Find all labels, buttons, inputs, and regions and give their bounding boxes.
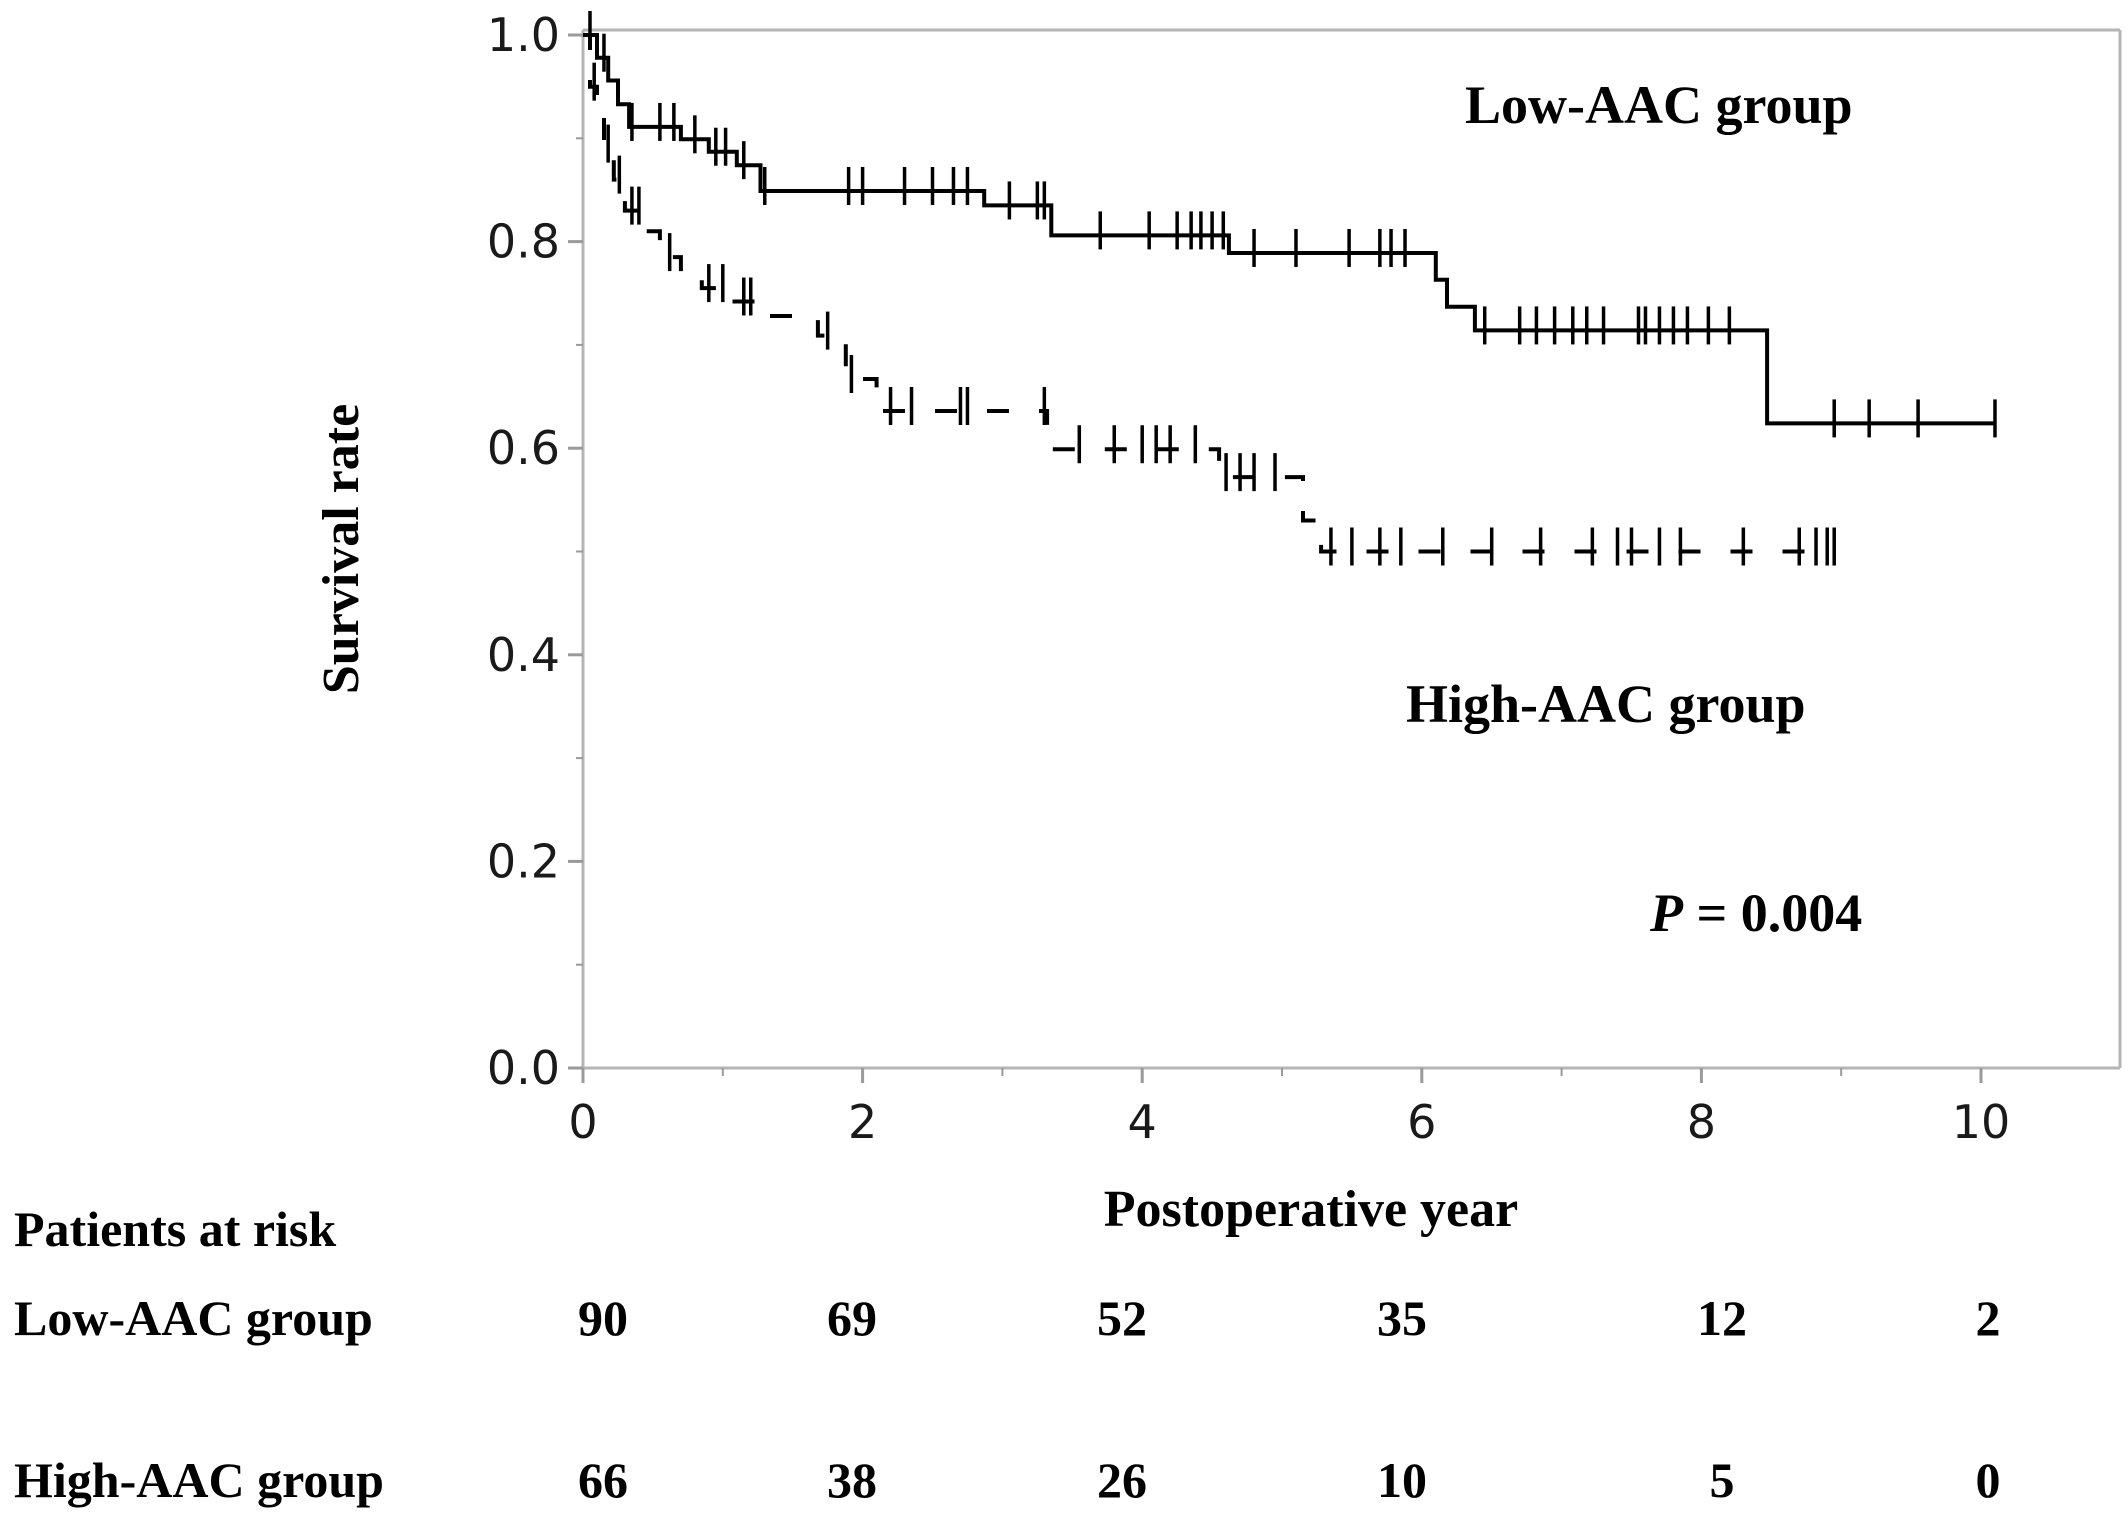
low-aac-survival-curve: [583, 33, 1995, 426]
x-axis-title: Postoperative year: [1104, 1181, 1518, 1238]
x-tick-label: 4: [1128, 1095, 1157, 1149]
risk-value-high: 5: [1710, 1452, 1735, 1508]
y-tick-label: 0.8: [487, 215, 560, 269]
risk-value-low: 69: [827, 1290, 877, 1346]
risk-value-high: 10: [1377, 1452, 1427, 1508]
risk-value-low: 2: [1976, 1290, 2001, 1346]
y-tick-label: 0.4: [487, 628, 560, 682]
survival-curves: [583, 11, 1997, 566]
y-tick-label: 0.2: [487, 834, 560, 888]
y-tick-label: 0.0: [487, 1041, 560, 1095]
risk-table-values: 90 69 52 35 12 2 66 38 26 10 5 0: [578, 1290, 2001, 1508]
risk-value-low: 90: [578, 1290, 628, 1346]
risk-value-low: 12: [1697, 1290, 1747, 1346]
risk-row-low-label: Low-AAC group: [14, 1290, 373, 1346]
low-aac-curve-label: Low-AAC group: [1465, 75, 1853, 135]
y-axis-ticks: 0.0 0.2 0.4 0.6 0.8 1.0: [487, 8, 583, 1095]
p-value: = 0.004: [1683, 883, 1862, 943]
y-tick-label: 1.0: [487, 8, 560, 62]
high-aac-curve-label: High-AAC group: [1406, 674, 1806, 734]
plot-frame: [581, 28, 2122, 1070]
x-tick-label: 6: [1407, 1095, 1436, 1149]
y-tick-label: 0.6: [487, 421, 560, 475]
x-axis-ticks: 0 2 4 6 8 10: [568, 1068, 2010, 1149]
risk-value-low: 52: [1097, 1290, 1147, 1346]
p-value-annotation: P = 0.004: [1649, 883, 1862, 943]
risk-value-high: 66: [578, 1452, 628, 1508]
risk-value-high: 26: [1097, 1452, 1147, 1508]
x-tick-label: 0: [568, 1095, 597, 1149]
x-tick-label: 10: [1952, 1095, 2011, 1149]
risk-value-low: 35: [1377, 1290, 1427, 1346]
risk-row-high-label: High-AAC group: [14, 1452, 384, 1508]
x-tick-label: 8: [1687, 1095, 1716, 1149]
risk-value-high: 0: [1976, 1452, 2001, 1508]
p-symbol: P: [1649, 883, 1684, 943]
risk-value-high: 38: [827, 1452, 877, 1508]
x-tick-label: 2: [848, 1095, 877, 1149]
y-axis-title: Survival rate: [313, 404, 370, 694]
risk-table-title: Patients at risk: [14, 1201, 336, 1257]
